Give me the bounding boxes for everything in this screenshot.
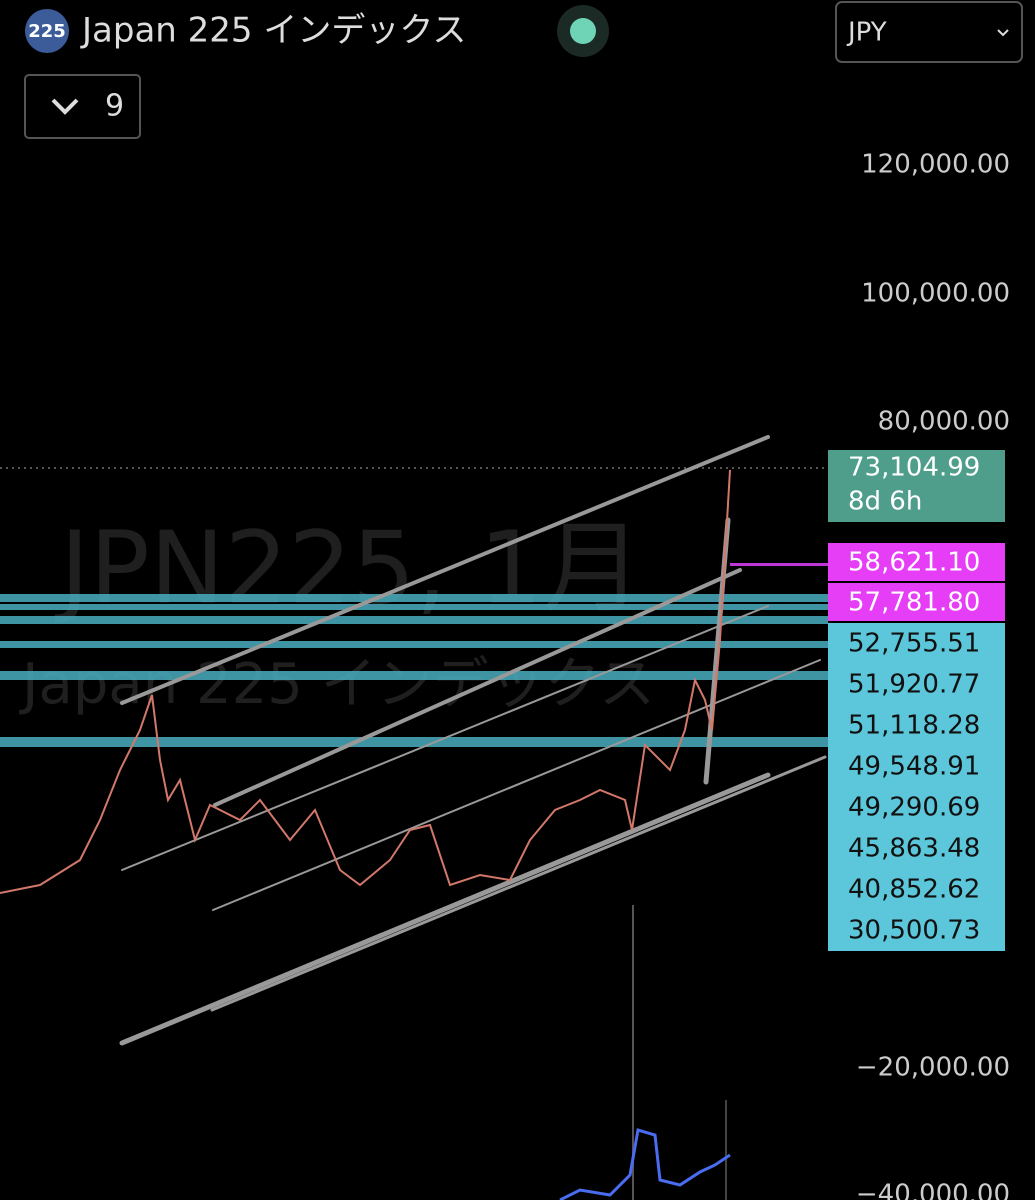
- currency-dropdown[interactable]: [835, 1, 1023, 63]
- currency-label: JPY: [846, 18, 887, 48]
- price-axis-label: −40,000.00: [856, 1180, 1010, 1200]
- badge-text: 225: [28, 21, 66, 42]
- level-label-box: [828, 746, 1005, 787]
- trend-line: [212, 659, 821, 911]
- level-line: [0, 594, 828, 602]
- watermark-name: Japan 225 インデックス: [19, 652, 655, 717]
- price-axis-label: 120,000.00: [861, 150, 1010, 180]
- level-label-box: [828, 623, 1005, 664]
- price-axis-label: 80,000.00: [878, 407, 1010, 437]
- status-dot: [570, 18, 596, 44]
- level-label: 51,118.28: [848, 711, 980, 741]
- volume-average-line: [559, 1128, 731, 1200]
- level-label: 52,755.51: [848, 629, 980, 659]
- level-label: 40,852.62: [848, 875, 980, 905]
- level-line: [0, 641, 828, 648]
- level-label-box: [828, 828, 1005, 869]
- level-label: 58,621.10: [848, 548, 980, 578]
- level-label: 51,920.77: [848, 670, 980, 700]
- toggle-arrow: [51, 98, 79, 115]
- indicator-toggle[interactable]: [24, 74, 141, 139]
- level-label: 57,781.80: [848, 588, 980, 618]
- level-label: 45,863.48: [848, 834, 980, 864]
- level-label-box: [828, 869, 1005, 910]
- price-axis: 120,000.00 100,000.00 80,000.00 −20,000.00 −…: [856, 150, 1010, 1200]
- symbol-badge: [25, 9, 69, 53]
- current-price-box: [828, 450, 1005, 522]
- level-lines: [0, 563, 828, 747]
- countdown: 8d 6h: [848, 487, 922, 517]
- header: 225 Japan 225 インデックス JPY 9: [24, 1, 1023, 139]
- level-label-box: [828, 787, 1005, 828]
- trend-line: [213, 568, 742, 807]
- indicator-count: 9: [105, 89, 124, 124]
- level-label-box: [828, 583, 1005, 621]
- dropdown-arrow: [997, 29, 1009, 37]
- level-label-box: [828, 664, 1005, 705]
- level-label-box: [828, 910, 1005, 951]
- level-label: 49,290.69: [848, 793, 980, 823]
- level-labels: 58,621.10 57,781.80 52,755.51 51,920.77 51,1…: [828, 543, 1005, 951]
- level-line: [0, 671, 828, 680]
- trend-line: [210, 755, 827, 1012]
- level-line: [730, 563, 828, 566]
- level-line: [0, 616, 828, 624]
- level-label: 49,548.91: [848, 752, 980, 782]
- level-label: 30,500.73: [848, 916, 980, 946]
- price-line: [0, 469, 731, 894]
- current-price: 73,104.99: [848, 453, 980, 483]
- symbol-title[interactable]: Japan 225 インデックス: [80, 11, 466, 51]
- price-axis-label: 100,000.00: [861, 279, 1010, 309]
- price-axis-label: −20,000.00: [856, 1053, 1010, 1083]
- trend-line: [120, 435, 770, 705]
- level-label-box: [828, 705, 1005, 746]
- level-line: [0, 737, 828, 747]
- level-label-box: [828, 543, 1005, 581]
- trend-line: [121, 605, 769, 871]
- level-line: [0, 604, 828, 610]
- trend-line: [119, 772, 771, 1046]
- channel-lines: [119, 435, 827, 1046]
